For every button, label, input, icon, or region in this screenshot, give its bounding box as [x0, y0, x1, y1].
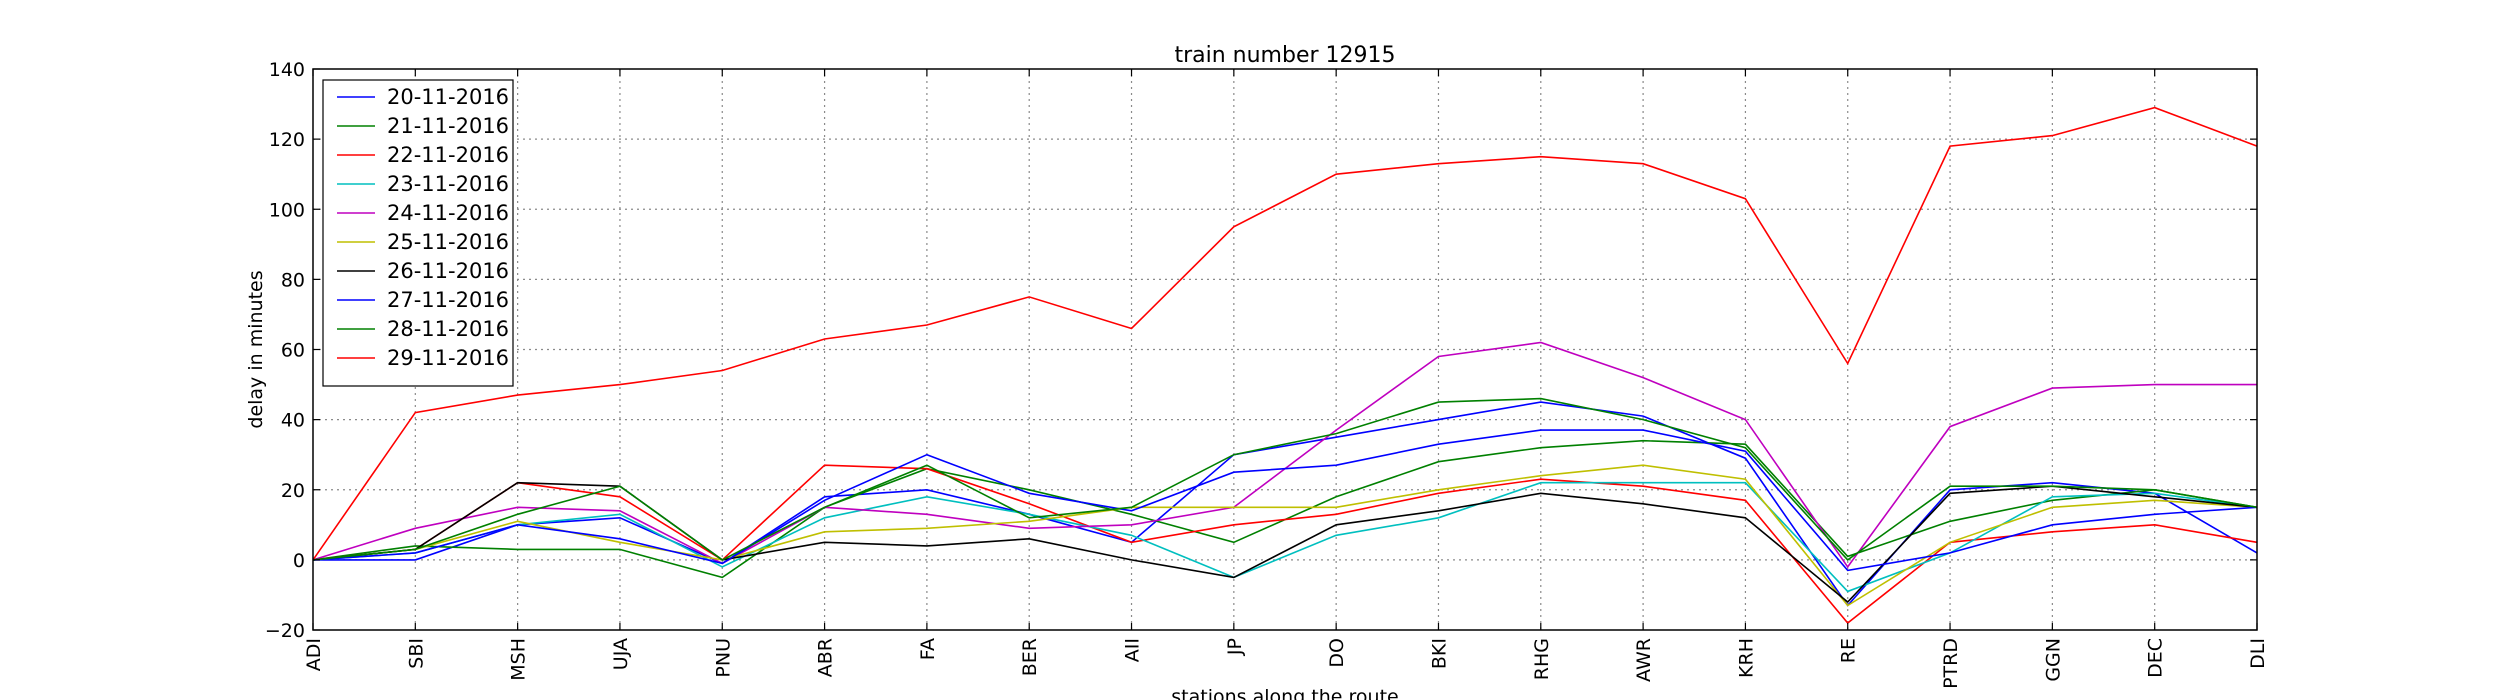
series-line-10 [312, 106, 2258, 561]
x-tick-label: GGN [2042, 638, 2064, 682]
y-tick-label: 60 [281, 340, 305, 362]
x-tick-label: PTRD [1940, 638, 1962, 689]
x-tick-label: MSH [508, 638, 530, 681]
x-tick-label: PNU [712, 638, 734, 678]
y-tick-label: 80 [281, 269, 305, 291]
series-line-8 [312, 429, 2258, 572]
x-tick-label: RE [1838, 638, 1860, 663]
legend-label: 23-11-2016 [387, 172, 509, 196]
x-tick-label: SBI [405, 638, 427, 669]
legend-label: 20-11-2016 [387, 85, 509, 109]
x-tick-label: RHG [1531, 638, 1553, 680]
legend-label: 24-11-2016 [387, 201, 509, 225]
x-tick-label: KRH [1735, 638, 1757, 678]
y-axis-ticks: −20 0 20 40 60 80 100 120 140 [265, 59, 2257, 642]
series-line-4 [312, 481, 2258, 593]
chart-title: train number 12915 [1174, 43, 1395, 68]
series-line-1 [313, 401, 2258, 607]
legend-label: 28-11-2016 [387, 317, 509, 341]
grid [313, 69, 2257, 630]
legend-label: 26-11-2016 [387, 259, 509, 283]
y-tick-label: 40 [281, 410, 305, 432]
x-tick-label: DLI [2247, 638, 2269, 669]
legend-label: 27-11-2016 [387, 288, 509, 312]
y-tick-label: 100 [269, 199, 305, 221]
x-tick-label: BKI [1428, 638, 1450, 669]
y-tick-label: 20 [281, 480, 305, 502]
x-tick-label: AWR [1633, 638, 1655, 682]
x-tick-label: FA [917, 638, 939, 660]
x-tick-label: DEC [2145, 638, 2167, 678]
legend-label: 22-11-2016 [387, 143, 509, 167]
y-tick-label: 120 [269, 129, 305, 151]
x-tick-label: JP [1224, 638, 1246, 656]
legend: 20-11-2016 21-11-2016 22-11-2016 23-11-2016… [322, 79, 514, 387]
series-line-6 [312, 464, 2258, 607]
x-axis-title: stations along the route [1171, 686, 1398, 700]
y-axis-title: delay in minutes [245, 270, 267, 428]
y-tick-label: 0 [293, 550, 305, 572]
legend-box [322, 79, 514, 387]
legend-label: 21-11-2016 [387, 114, 509, 138]
x-tick-label: BER [1019, 638, 1041, 676]
x-axis-ticks: ADI SBI MSH UJA PNU ABR FA BER AII JP DO BKI RHG AWR K… [303, 69, 2269, 689]
legend-label: 25-11-2016 [387, 230, 509, 254]
legend-label: 29-11-2016 [387, 346, 509, 370]
x-tick-label: AII [1122, 638, 1144, 662]
series-lines [312, 106, 2258, 625]
series-line-9 [312, 397, 2258, 561]
x-tick-label: DO [1326, 638, 1348, 668]
x-tick-label: UJA [610, 638, 632, 670]
x-tick-label: ABR [815, 638, 837, 677]
y-tick-label: 140 [269, 59, 305, 81]
y-tick-label: −20 [265, 620, 305, 642]
x-tick-label: ADI [303, 638, 325, 671]
